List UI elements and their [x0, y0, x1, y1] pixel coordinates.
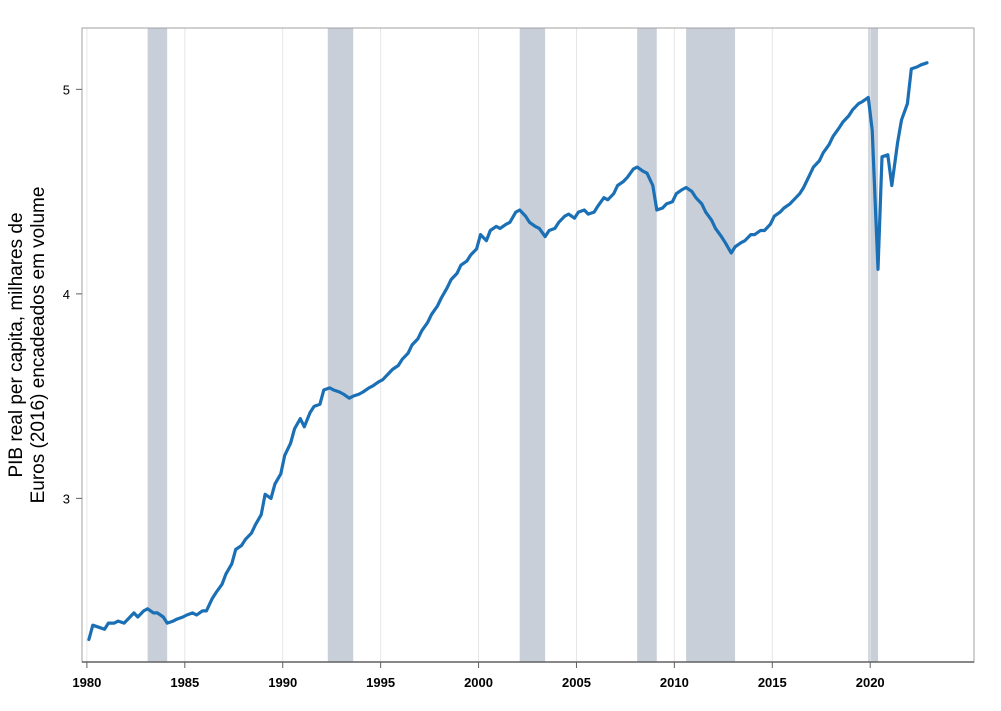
x-tick-label-2010: 2010 — [660, 675, 689, 690]
x-tick-label-1985: 1985 — [170, 675, 199, 690]
axes: 1980 1985 1990 1995 2000 2005 2010 2015 2020 3 4 5 — [63, 82, 974, 690]
recession-band-4 — [637, 28, 657, 662]
x-tick-label-2020: 2020 — [856, 675, 885, 690]
y-tick-label-3: 3 — [63, 491, 70, 506]
series-line-1 — [87, 61, 929, 642]
x-tick-label-2005: 2005 — [562, 675, 591, 690]
x-tick-label-1995: 1995 — [366, 675, 395, 690]
vertical-gridlines — [86, 28, 871, 662]
y-tick-label-5: 5 — [63, 82, 70, 97]
x-tick-label-1980: 1980 — [72, 675, 101, 690]
x-tick-label-2015: 2015 — [758, 675, 787, 690]
x-tick-label-1990: 1990 — [268, 675, 297, 690]
y-tick-label-4: 4 — [63, 287, 70, 302]
recession-band-3 — [519, 28, 546, 662]
recession-band-2 — [327, 28, 354, 662]
recession-bands — [147, 28, 879, 662]
recession-band-1 — [147, 28, 168, 662]
recession-band-6 — [868, 28, 879, 662]
x-tick-label-2000: 2000 — [464, 675, 493, 690]
y-axis-title-line-2: Euros (2016) encadeados em volume — [28, 187, 49, 504]
y-axis-title: PIB real per capita, milhares deEuros (2… — [6, 187, 49, 504]
recession-band-5 — [686, 28, 736, 662]
series-layer — [87, 61, 929, 642]
y-axis-title-line-1: PIB real per capita, milhares de — [6, 212, 27, 477]
